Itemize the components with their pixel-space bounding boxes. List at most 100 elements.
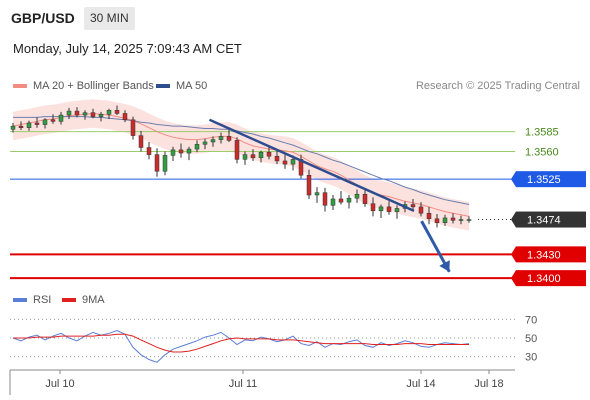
candle-body — [394, 208, 400, 212]
candle-body — [378, 206, 384, 212]
candle-body — [106, 110, 112, 115]
candle — [306, 169, 312, 199]
candle — [130, 116, 136, 140]
candle-body — [186, 148, 192, 154]
level-label-1.3474: 1.3474 — [511, 211, 586, 228]
level-tag-pointer — [511, 171, 516, 188]
candle — [394, 205, 400, 219]
candle — [98, 111, 104, 122]
candle-body — [58, 114, 64, 122]
candle — [146, 141, 152, 160]
candle-body — [354, 193, 360, 199]
candle-body — [226, 136, 232, 141]
candle — [18, 121, 24, 131]
candle — [34, 117, 40, 128]
candle-body — [410, 204, 416, 208]
candle — [434, 214, 440, 228]
chart-header: GBP/USD 30 MIN — [0, 0, 590, 34]
candle — [202, 138, 208, 150]
candle — [250, 149, 256, 161]
level-label-1.3400: 1.3400 — [511, 270, 586, 287]
candle — [314, 187, 320, 203]
level-label-1.3525: 1.3525 — [511, 171, 586, 188]
currency-pair: GBP/USD — [11, 10, 75, 26]
candle-body — [34, 122, 40, 125]
trendline — [208, 118, 415, 212]
candle — [346, 195, 352, 209]
candle — [82, 110, 88, 120]
level-text: 1.3430 — [527, 249, 561, 261]
candle-body — [290, 159, 296, 165]
candle — [170, 146, 176, 161]
candle-body — [466, 219, 472, 221]
level-tag — [516, 270, 586, 287]
x-tick-label-jul-18: Jul 18 — [474, 378, 503, 390]
credit-text: Research © 2025 Trading Central — [415, 80, 580, 92]
level-tag — [516, 211, 586, 228]
level-tag — [516, 171, 586, 188]
candle — [386, 201, 392, 215]
candle — [322, 187, 328, 212]
candle — [26, 120, 32, 131]
candle — [266, 146, 272, 160]
candle-body — [66, 110, 72, 116]
legend-9ma: 9MA — [62, 294, 105, 306]
candle-body — [218, 136, 224, 140]
candle-body — [234, 140, 240, 160]
candle-body — [274, 155, 280, 162]
candle-body — [346, 197, 352, 203]
candle — [106, 108, 112, 119]
candle-body — [458, 219, 464, 221]
candle-body — [154, 154, 160, 172]
rsi-series-RSI — [12, 329, 470, 363]
candle — [122, 110, 128, 123]
candle-body — [314, 192, 320, 196]
level-tag — [516, 246, 586, 263]
legend-bollinger: MA 20 + Bollinger Bands — [13, 80, 154, 92]
candle — [178, 143, 184, 158]
candle — [274, 149, 280, 165]
candle — [466, 216, 472, 223]
level-label-1.3430: 1.3430 — [511, 246, 586, 263]
candle — [210, 136, 216, 147]
level-tag-pointer — [511, 270, 516, 287]
candle — [338, 191, 344, 205]
candle-body — [338, 198, 344, 203]
candle-body — [306, 174, 312, 196]
candle-body — [170, 149, 176, 156]
candle-body — [74, 110, 80, 116]
rsi-tick-label: 70 — [525, 314, 537, 326]
candle-body — [114, 110, 120, 114]
ma9-swatch — [62, 298, 76, 303]
level-text: 1.3400 — [527, 273, 561, 285]
level-text: 1.3585 — [525, 127, 559, 139]
x-tick-label-jul-11: Jul 11 — [229, 378, 258, 390]
candle-body — [18, 125, 24, 128]
candle — [42, 118, 48, 129]
candle-body — [162, 155, 168, 172]
candle-body — [122, 113, 128, 121]
candle — [218, 132, 224, 144]
candle — [138, 130, 144, 152]
candle — [354, 189, 360, 203]
candle-body — [282, 160, 288, 165]
rsi-tick-label: 50 — [525, 333, 537, 345]
timeframe-badge[interactable]: 30 MIN — [84, 7, 135, 30]
candle — [66, 107, 72, 119]
candle-body — [362, 193, 368, 204]
candle — [154, 148, 160, 177]
candle — [450, 213, 456, 224]
bollinger-swatch — [13, 84, 27, 89]
candle-body — [98, 114, 104, 117]
level-label-1.3560: 1.3560 — [525, 146, 559, 158]
candle — [226, 129, 232, 142]
candle — [426, 206, 432, 225]
candle-body — [386, 206, 392, 212]
candle-body — [370, 203, 376, 212]
level-tag-pointer — [511, 211, 516, 228]
legend-bollinger-label: MA 20 + Bollinger Bands — [33, 80, 154, 92]
candle-body — [178, 149, 184, 154]
x-tick-label-jul-10: Jul 10 — [45, 378, 74, 390]
x-tick-label-jul-14: Jul 14 — [406, 378, 435, 390]
